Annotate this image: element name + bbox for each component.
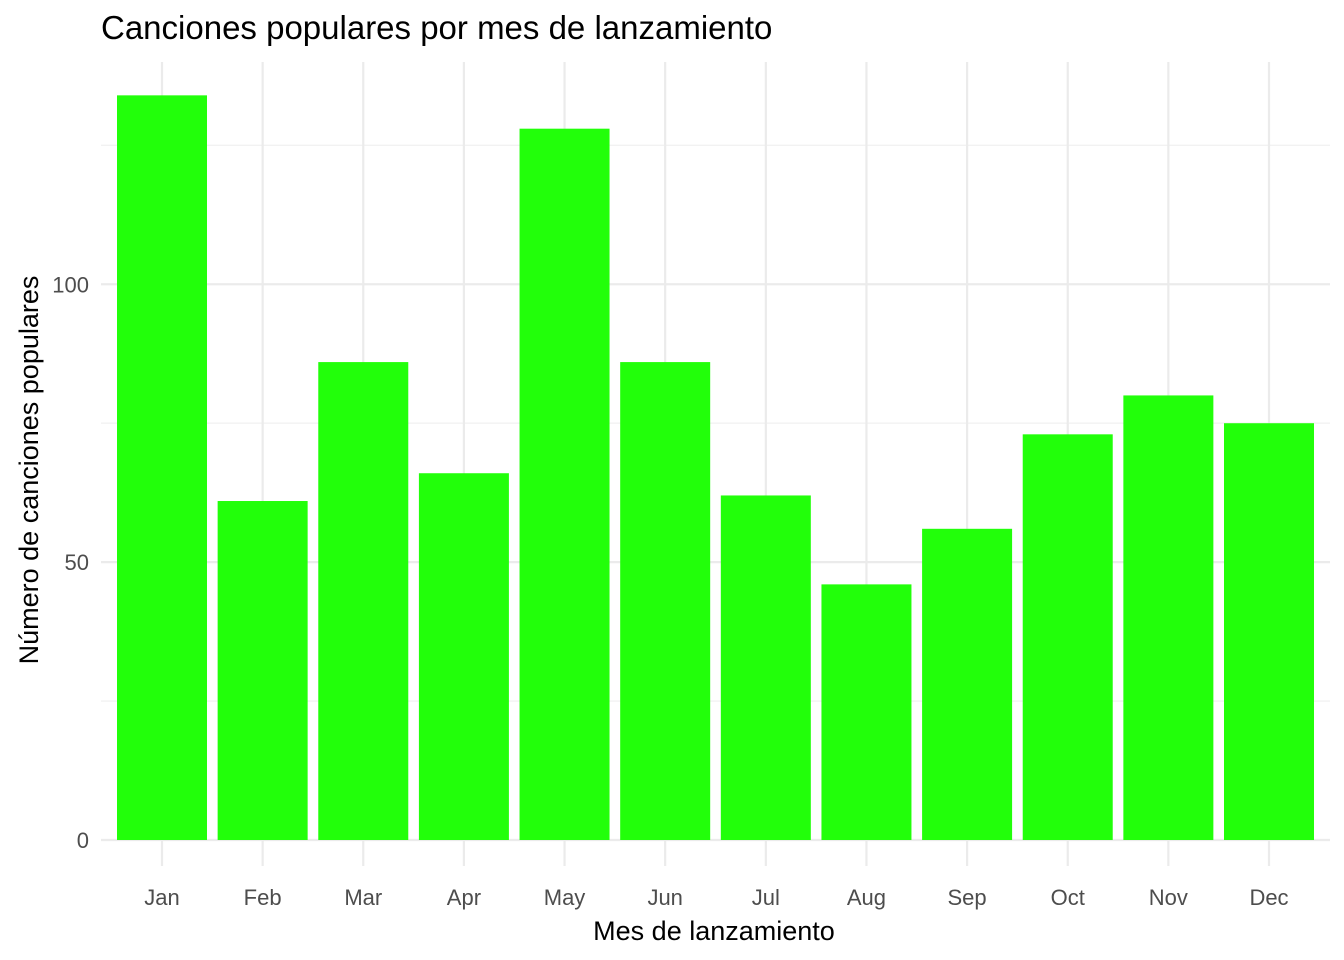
bar-aug (821, 584, 912, 840)
x-tick-label: Apr (447, 885, 481, 910)
x-tick-label: Nov (1149, 885, 1188, 910)
x-tick-label: May (544, 885, 586, 910)
x-axis-tick-labels: Jan Feb Mar Apr May Jun Jul Aug Sep Oct Nov Dec (144, 885, 1288, 910)
bar-jul (720, 495, 811, 840)
y-tick-label: 50 (65, 550, 89, 575)
bar-feb (217, 501, 308, 840)
chart-title: Canciones populares por mes de lanzamien… (101, 9, 772, 46)
bar-nov (1123, 395, 1214, 840)
bar-sep (922, 528, 1013, 840)
bar-jan (117, 95, 207, 841)
bar-dec (1224, 423, 1314, 840)
x-tick-label: Feb (244, 885, 282, 910)
x-tick-label: Dec (1249, 885, 1288, 910)
y-axis-title: Número de canciones populares (14, 276, 44, 665)
x-tick-label: Sep (948, 885, 987, 910)
x-axis-title: Mes de lanzamiento (593, 916, 835, 946)
y-axis-tick-labels: 0 50 100 (52, 272, 89, 853)
bars (117, 95, 1314, 841)
y-tick-label: 100 (52, 272, 89, 297)
bar-jun (620, 362, 711, 840)
x-tick-label: Jul (752, 885, 780, 910)
x-tick-label: Jun (647, 885, 682, 910)
bar-oct (1022, 434, 1113, 840)
bar-mar (318, 362, 409, 840)
x-tick-label: Jan (144, 885, 179, 910)
x-tick-label: Mar (344, 885, 382, 910)
bar-may (519, 128, 610, 840)
y-tick-label: 0 (77, 828, 89, 853)
bar-apr (418, 473, 509, 840)
x-tick-label: Aug (847, 885, 886, 910)
x-tick-label: Oct (1051, 885, 1085, 910)
